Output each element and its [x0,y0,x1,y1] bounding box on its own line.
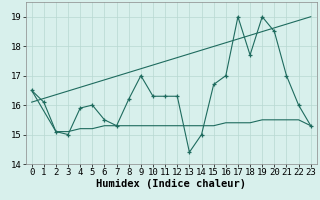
X-axis label: Humidex (Indice chaleur): Humidex (Indice chaleur) [96,179,246,189]
